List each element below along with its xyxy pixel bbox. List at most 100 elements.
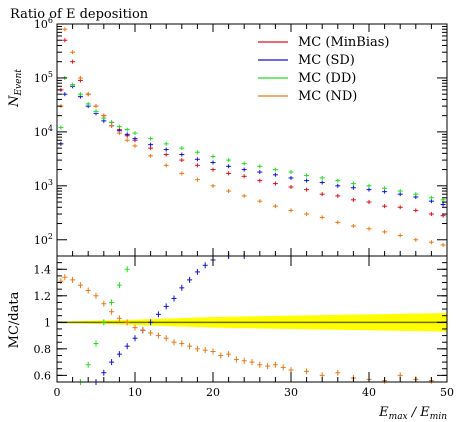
lower-x-tick-label: 30 [284,386,298,399]
upper-point [272,172,278,177]
upper-point [194,177,200,182]
upper-point [304,173,310,178]
upper-point [179,171,185,176]
upper-point [288,175,294,180]
upper-point [397,189,403,194]
upper-point [440,202,446,207]
upper-y-tick-label: 104 [34,124,53,139]
upper-point [241,193,247,198]
upper-point [109,123,115,128]
upper-point [124,127,130,132]
upper-point [179,158,185,163]
upper-point [319,175,325,180]
upper-point [124,138,130,143]
upper-point [335,178,341,183]
lower-point [148,319,154,326]
upper-point [397,205,403,210]
upper-point [241,161,247,166]
lower-point [140,327,146,334]
upper-plot-frame [56,23,448,257]
upper-point [210,183,216,188]
lower-point [163,335,169,342]
lower-point [109,299,115,306]
lower-point [101,300,107,307]
upper-point [366,187,372,192]
upper-point [70,82,76,87]
upper-point [319,180,325,185]
upper-point [93,104,99,109]
upper-series-2 [58,75,446,202]
upper-point [194,163,200,168]
upper-point [350,223,356,228]
upper-point [210,167,216,172]
upper-series-0 [58,38,446,218]
legend-label: MC (MinBias) [298,35,390,50]
lower-y-tick-label: 0.8 [34,343,52,356]
lower-point [304,368,310,375]
lower-point [272,361,278,368]
lower-point [218,352,224,359]
upper-point [272,167,278,172]
lower-point [257,361,263,368]
upper-point [288,185,294,190]
upper-point [272,204,278,209]
chart-title: Ratio of E deposition [10,7,149,22]
upper-point [85,101,91,106]
upper-series-3 [58,27,446,247]
upper-point [70,50,76,55]
upper-point [109,120,115,125]
upper-series-1 [58,84,446,207]
legend: MC (MinBias) MC (SD) MC (DD) MC (ND) [258,35,390,104]
upper-point [93,109,99,114]
upper-point [319,192,325,197]
upper-point [226,189,232,194]
lower-point [202,262,208,269]
lower-point [116,315,122,322]
upper-y-tick-label: 105 [34,70,53,85]
lower-y-tick-label: 1.4 [34,263,52,276]
lower-point [249,359,255,366]
lower-point [155,332,161,339]
upper-point [257,170,263,175]
upper-point [62,92,68,97]
upper-point [179,146,185,151]
upper-point [241,174,247,179]
lower-point [93,292,99,299]
lower-point [194,268,200,275]
upper-y-tick-label: 103 [34,178,53,193]
upper-point [288,208,294,213]
upper-point [148,142,154,147]
upper-point [350,181,356,186]
lower-point [124,319,130,326]
upper-point [194,157,200,162]
upper-point [440,197,446,202]
upper-point [124,132,130,137]
upper-point [382,229,388,234]
lower-y-tick-label: 1.2 [34,290,52,303]
upper-point [163,141,169,146]
upper-point [366,226,372,231]
lower-y-tick-label: 1 [44,316,51,329]
lower-point [116,351,122,358]
upper-point [77,75,83,80]
upper-point [257,178,263,183]
lower-y-tick-label: 0.6 [34,369,52,382]
lower-point [179,340,185,347]
legend-item: MC (MinBias) [258,35,390,50]
upper-point [272,181,278,186]
lower-point [210,348,216,355]
upper-point [58,125,64,130]
upper-point [210,154,216,159]
lower-point [233,356,239,363]
lower-point [132,335,138,342]
upper-point [257,199,263,204]
upper-point [413,237,419,242]
upper-point [428,240,434,245]
lower-series-1 [77,253,138,385]
lower-x-tick-label: 10 [128,386,142,399]
upper-point [148,153,154,158]
lower-point [124,343,130,350]
lower-x-tick-label: 40 [362,386,376,399]
upper-point [366,200,372,205]
